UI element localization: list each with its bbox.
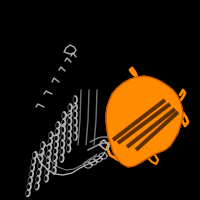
Polygon shape — [112, 98, 166, 142]
Polygon shape — [106, 76, 183, 167]
Polygon shape — [117, 102, 171, 145]
Polygon shape — [135, 111, 179, 151]
Polygon shape — [126, 107, 176, 149]
